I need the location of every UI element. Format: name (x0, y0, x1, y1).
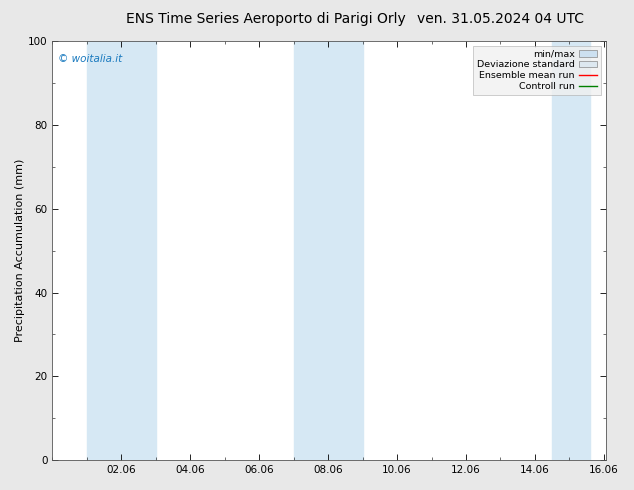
Text: ven. 31.05.2024 04 UTC: ven. 31.05.2024 04 UTC (417, 12, 585, 26)
Bar (87, 41, 156, 460)
Text: ENS Time Series Aeroporto di Parigi Orly: ENS Time Series Aeroporto di Parigi Orly (126, 12, 406, 26)
Y-axis label: Precipitation Accumulation (mm): Precipitation Accumulation (mm) (15, 159, 25, 343)
Legend: min/max, Deviazione standard, Ensemble mean run, Controll run: min/max, Deviazione standard, Ensemble m… (473, 46, 601, 95)
Bar (294, 41, 363, 460)
Text: © woitalia.it: © woitalia.it (58, 53, 122, 64)
Bar (552, 41, 590, 460)
